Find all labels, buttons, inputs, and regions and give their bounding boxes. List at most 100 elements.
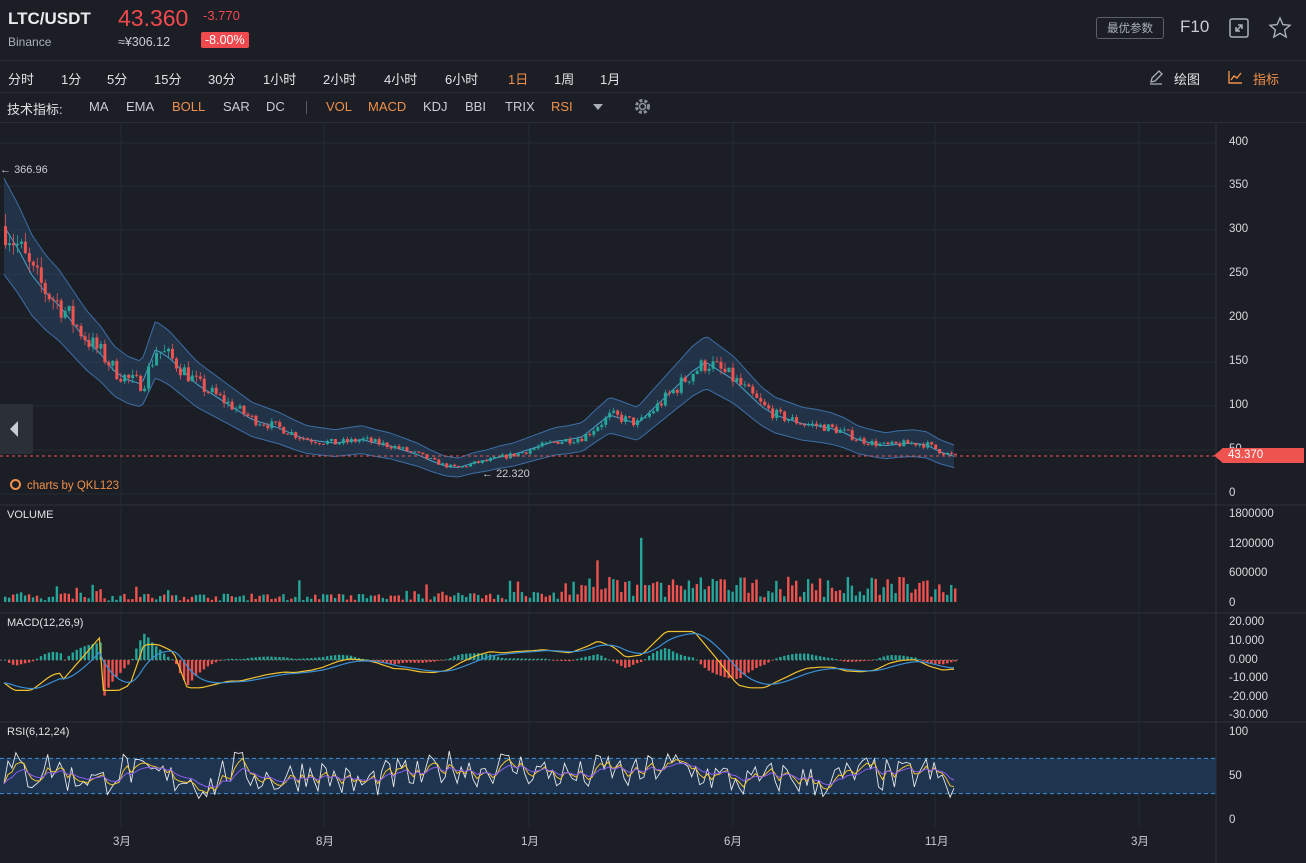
macd-histogram-bar xyxy=(246,658,249,660)
candle xyxy=(329,438,333,441)
macd-histogram-bar xyxy=(325,656,329,660)
candle xyxy=(278,422,282,427)
macd-histogram-bar xyxy=(679,654,683,660)
period-tab[interactable]: 1周 xyxy=(554,72,575,87)
indicator-kdj[interactable]: KDJ xyxy=(423,99,448,114)
macd-histogram-bar xyxy=(850,660,854,662)
optimal-params-button[interactable]: 最优参数 xyxy=(1096,17,1164,39)
macd-histogram-bar xyxy=(310,658,313,660)
candle xyxy=(234,408,238,410)
period-tab[interactable]: 1分 xyxy=(61,72,82,87)
vol-y-tick: 1800000 xyxy=(1229,508,1274,520)
indicator-vol[interactable]: VOL xyxy=(326,99,353,114)
volume-bar xyxy=(234,597,237,602)
candle xyxy=(699,360,703,371)
indicator-ema[interactable]: EMA xyxy=(126,99,155,114)
macd-histogram-bar xyxy=(238,659,241,660)
period-tab[interactable]: 6小时 xyxy=(445,72,479,87)
gear-icon[interactable] xyxy=(633,97,652,116)
candle xyxy=(210,387,214,393)
volume-bar xyxy=(874,578,877,602)
candle xyxy=(671,389,675,394)
bollinger-lower xyxy=(3,274,955,478)
volume-bar xyxy=(262,594,265,602)
volume-bar xyxy=(532,591,536,602)
candle xyxy=(655,403,659,412)
indicator-button[interactable]: 指标 xyxy=(1253,72,1280,87)
candle xyxy=(731,367,735,382)
volume-bar xyxy=(401,599,404,602)
draw-button[interactable]: 绘图 xyxy=(1174,72,1201,87)
macd-histogram-bar xyxy=(405,660,408,663)
period-tab[interactable]: 1月 xyxy=(600,72,621,87)
macd-histogram-bar xyxy=(174,660,178,665)
indicator-dc[interactable]: DC xyxy=(266,99,285,114)
volume-bar xyxy=(858,591,862,602)
candle xyxy=(266,425,270,429)
macd-histogram-bar xyxy=(4,660,7,661)
indicator-boll[interactable]: BOLL xyxy=(172,99,206,114)
candle xyxy=(492,456,496,459)
candle xyxy=(63,310,67,318)
indicator-ma[interactable]: MA xyxy=(89,99,109,114)
candle xyxy=(707,368,711,371)
volume-bar xyxy=(67,593,70,602)
period-tab[interactable]: 5分 xyxy=(107,72,128,87)
macd-histogram-bar xyxy=(135,648,138,660)
grid-lines xyxy=(0,122,1306,863)
period-tab[interactable]: 30分 xyxy=(208,72,236,87)
macd-histogram-bar xyxy=(906,656,909,660)
macd-histogram-bar xyxy=(687,656,691,660)
macd-histogram-bar xyxy=(425,660,428,663)
candle xyxy=(143,388,147,392)
volume-bar xyxy=(620,592,623,602)
period-tab[interactable]: 1小时 xyxy=(263,72,297,87)
high-price-marker: 366.96 xyxy=(14,164,48,176)
y-tick: 350 xyxy=(1229,179,1249,191)
candle xyxy=(333,438,337,445)
candle xyxy=(214,387,218,395)
volume-bar xyxy=(715,580,718,602)
candle xyxy=(814,423,818,426)
candle xyxy=(902,440,906,447)
qkl-logo-icon xyxy=(10,479,21,490)
indicator-trix[interactable]: TRIX xyxy=(505,99,535,114)
f10-button[interactable]: F10 xyxy=(1180,17,1210,36)
macd-histogram-bar xyxy=(922,660,925,662)
macd-histogram-bar xyxy=(186,660,190,686)
candle xyxy=(540,442,544,447)
indicator-rsi[interactable]: RSI xyxy=(551,99,573,114)
candle xyxy=(739,378,743,385)
volume-bar xyxy=(63,593,67,602)
macd-histogram-bar xyxy=(890,655,893,660)
symbol-name[interactable]: LTC/USDT xyxy=(8,9,91,28)
candle xyxy=(107,362,111,366)
period-tab[interactable]: 4小时 xyxy=(384,72,418,87)
volume-bar xyxy=(194,595,198,602)
volume-bar xyxy=(691,587,695,602)
macd-histogram-bar xyxy=(528,658,532,660)
indicator-sar[interactable]: SAR xyxy=(223,99,250,114)
expand-icon[interactable] xyxy=(1228,17,1250,39)
macd-histogram-bar xyxy=(75,649,78,660)
volume-bar xyxy=(727,589,730,602)
star-icon[interactable] xyxy=(1268,16,1292,40)
candle xyxy=(516,453,520,457)
indicator-chart-icon[interactable] xyxy=(1227,69,1243,85)
period-tab[interactable]: 15分 xyxy=(154,72,182,87)
indicator-macd[interactable]: MACD xyxy=(368,99,407,114)
chevron-down-icon[interactable] xyxy=(593,104,603,110)
macd-histogram-bar xyxy=(345,655,349,660)
volume-bar xyxy=(918,582,921,602)
candle xyxy=(147,366,151,389)
macd-histogram-bar xyxy=(759,660,762,667)
pencil-icon[interactable] xyxy=(1148,69,1164,85)
period-tab[interactable]: 分时 xyxy=(8,72,35,87)
period-tab-active[interactable]: 1日 xyxy=(508,72,529,87)
chart-canvas[interactable] xyxy=(0,122,1306,863)
volume-bar xyxy=(814,590,818,602)
candle xyxy=(337,443,341,445)
collapse-panel-button[interactable] xyxy=(0,404,33,454)
period-tab[interactable]: 2小时 xyxy=(323,72,357,87)
indicator-bbi[interactable]: BBI xyxy=(465,99,486,114)
